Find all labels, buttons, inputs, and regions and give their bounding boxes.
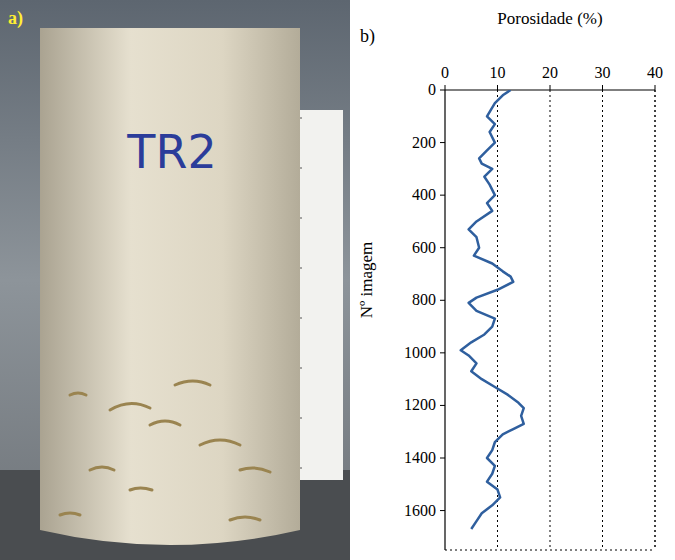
y-tick [440,352,445,353]
y-tick-label: 800 [412,291,436,308]
panel-label: a) [8,8,23,29]
photo-texture [110,403,150,410]
photo-texture [175,381,210,385]
y-tick-label: 0 [428,81,436,98]
x-tick-label: 20 [542,64,558,81]
x-tick-label: 30 [595,64,611,81]
chart: b)Porosidade (%)010203040020040060080010… [357,9,663,550]
porosity-line [461,90,524,529]
y-axis-title: Nº imagem [357,242,376,319]
x-axis-line [445,89,655,90]
x-tick [655,85,656,90]
grid-line [497,90,498,550]
photo-texture [230,517,260,520]
x-axis-title: Porosidade (%) [497,9,602,28]
photo: TR2 a) [0,0,350,560]
y-tick-label: 400 [412,186,436,203]
y-tick [440,405,445,406]
y-tick-label: 600 [412,239,436,256]
y-tick-label: 1600 [404,502,436,519]
plot-frame-bottom [445,550,655,551]
y-tick [440,510,445,511]
y-tick-label: 1200 [404,396,436,413]
y-tick-label: 1000 [404,344,436,361]
y-axis-line [444,90,445,550]
x-tick-label: 40 [647,64,663,81]
panel-label: b) [360,26,375,47]
y-tick [440,195,445,196]
x-tick-label: 0 [441,64,449,81]
x-tick [497,85,498,90]
photo-texture [150,421,180,425]
page: TR2a)b)Porosidade (%)0102030400200400600… [0,0,675,560]
photo-texture [130,488,152,490]
photo-texture [60,513,80,515]
x-tick [550,85,551,90]
figure: TR2a)b)Porosidade (%)0102030400200400600… [0,0,675,560]
y-tick [440,458,445,459]
sample-label: TR2 [126,125,216,179]
photo-background [0,0,350,560]
x-tick [445,85,446,90]
photo-core-sample [40,28,300,545]
plot-frame-right [655,90,656,550]
y-tick [440,300,445,301]
y-tick-label: 1400 [404,449,436,466]
photo-texture [70,393,86,395]
y-tick-label: 200 [412,134,436,151]
y-tick [440,90,445,91]
x-tick-label: 10 [490,64,506,81]
plot-area [461,90,524,529]
y-tick [440,247,445,248]
x-tick [602,85,603,90]
photo-texture [200,440,240,445]
photo-texture [90,467,114,470]
grid-line [550,90,551,550]
grid-line [655,90,656,550]
y-tick [440,142,445,143]
grid-line [602,90,603,550]
photo-texture [240,468,270,472]
